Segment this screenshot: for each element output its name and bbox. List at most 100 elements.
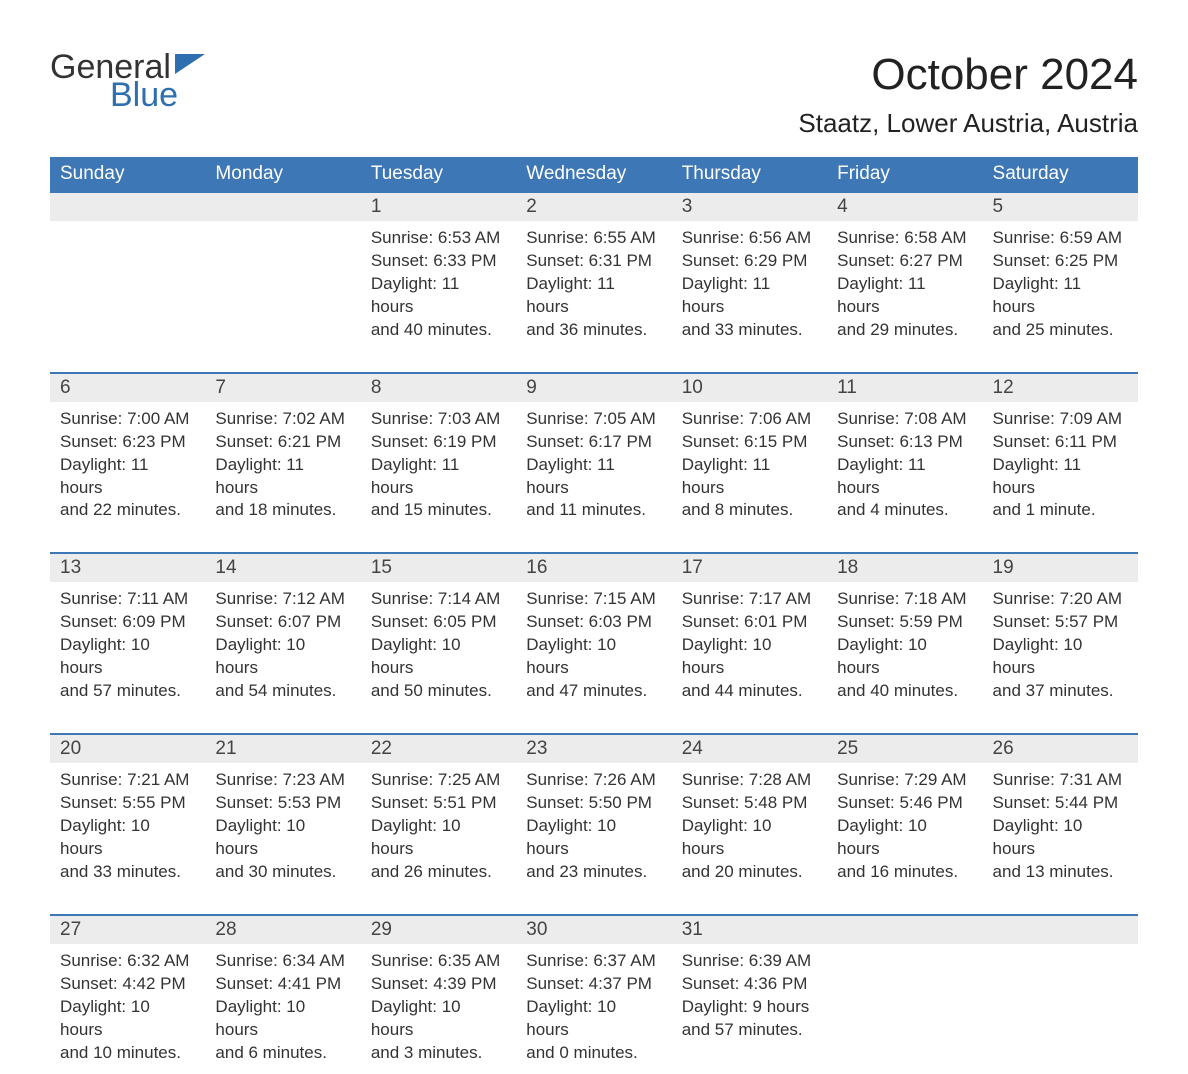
sunrise-text: Sunrise: 7:23 AM bbox=[215, 769, 350, 792]
daylight2-text: and 57 minutes. bbox=[60, 680, 195, 703]
daylight1-text: Daylight: 11 hours bbox=[215, 454, 350, 500]
sunset-text: Sunset: 6:25 PM bbox=[993, 250, 1128, 273]
content-row: Sunrise: 6:53 AMSunset: 6:33 PMDaylight:… bbox=[50, 221, 1138, 373]
date-strip-row: 6789101112 bbox=[50, 373, 1138, 402]
date-number: 12 bbox=[983, 373, 1138, 402]
daylight1-text: Daylight: 11 hours bbox=[526, 454, 661, 500]
sunset-text: Sunset: 6:11 PM bbox=[993, 431, 1128, 454]
day-cell: Sunrise: 7:00 AMSunset: 6:23 PMDaylight:… bbox=[50, 402, 205, 554]
day-cell: Sunrise: 7:26 AMSunset: 5:50 PMDaylight:… bbox=[516, 763, 671, 915]
sunrise-text: Sunrise: 7:05 AM bbox=[526, 408, 661, 431]
day-cell bbox=[827, 944, 982, 1074]
sunset-text: Sunset: 6:01 PM bbox=[682, 611, 817, 634]
daylight1-text: Daylight: 10 hours bbox=[526, 996, 661, 1042]
date-number: 4 bbox=[827, 192, 982, 221]
date-number: 10 bbox=[672, 373, 827, 402]
date-strip-row: 2728293031 bbox=[50, 915, 1138, 944]
sunset-text: Sunset: 6:13 PM bbox=[837, 431, 972, 454]
daylight2-text: and 16 minutes. bbox=[837, 861, 972, 884]
daylight1-text: Daylight: 11 hours bbox=[682, 273, 817, 319]
date-number bbox=[827, 915, 982, 944]
header: General Blue October 2024 Staatz, Lower … bbox=[50, 50, 1138, 139]
month-title: October 2024 bbox=[798, 50, 1138, 100]
sunset-text: Sunset: 6:03 PM bbox=[526, 611, 661, 634]
day-cell: Sunrise: 7:12 AMSunset: 6:07 PMDaylight:… bbox=[205, 582, 360, 734]
day-cell: Sunrise: 6:34 AMSunset: 4:41 PMDaylight:… bbox=[205, 944, 360, 1074]
day-cell bbox=[205, 221, 360, 373]
daylight1-text: Daylight: 11 hours bbox=[682, 454, 817, 500]
daylight2-text: and 33 minutes. bbox=[60, 861, 195, 884]
sunset-text: Sunset: 5:48 PM bbox=[682, 792, 817, 815]
date-strip-row: 12345 bbox=[50, 192, 1138, 221]
day-cell: Sunrise: 6:53 AMSunset: 6:33 PMDaylight:… bbox=[361, 221, 516, 373]
day-header-tuesday: Tuesday bbox=[361, 157, 516, 192]
date-strip-row: 13141516171819 bbox=[50, 553, 1138, 582]
daylight1-text: Daylight: 10 hours bbox=[215, 996, 350, 1042]
day-cell: Sunrise: 6:58 AMSunset: 6:27 PMDaylight:… bbox=[827, 221, 982, 373]
sunrise-text: Sunrise: 6:53 AM bbox=[371, 227, 506, 250]
daylight2-text: and 47 minutes. bbox=[526, 680, 661, 703]
daylight1-text: Daylight: 9 hours bbox=[682, 996, 817, 1019]
sunrise-text: Sunrise: 7:00 AM bbox=[60, 408, 195, 431]
sunset-text: Sunset: 4:36 PM bbox=[682, 973, 817, 996]
daylight1-text: Daylight: 10 hours bbox=[526, 634, 661, 680]
day-header-row: Sunday Monday Tuesday Wednesday Thursday… bbox=[50, 157, 1138, 192]
sunset-text: Sunset: 5:53 PM bbox=[215, 792, 350, 815]
day-header-thursday: Thursday bbox=[672, 157, 827, 192]
day-cell bbox=[50, 221, 205, 373]
day-header-friday: Friday bbox=[827, 157, 982, 192]
day-cell: Sunrise: 7:03 AMSunset: 6:19 PMDaylight:… bbox=[361, 402, 516, 554]
sunset-text: Sunset: 4:42 PM bbox=[60, 973, 195, 996]
day-cell: Sunrise: 7:28 AMSunset: 5:48 PMDaylight:… bbox=[672, 763, 827, 915]
date-strip-row: 20212223242526 bbox=[50, 734, 1138, 763]
daylight1-text: Daylight: 10 hours bbox=[60, 996, 195, 1042]
daylight2-text: and 18 minutes. bbox=[215, 499, 350, 522]
day-header-saturday: Saturday bbox=[983, 157, 1138, 192]
content-row: Sunrise: 7:21 AMSunset: 5:55 PMDaylight:… bbox=[50, 763, 1138, 915]
sunset-text: Sunset: 6:15 PM bbox=[682, 431, 817, 454]
daylight2-text: and 22 minutes. bbox=[60, 499, 195, 522]
calendar-body: 12345Sunrise: 6:53 AMSunset: 6:33 PMDayl… bbox=[50, 192, 1138, 1074]
day-cell: Sunrise: 6:55 AMSunset: 6:31 PMDaylight:… bbox=[516, 221, 671, 373]
daylight1-text: Daylight: 11 hours bbox=[993, 454, 1128, 500]
calendar-table: Sunday Monday Tuesday Wednesday Thursday… bbox=[50, 157, 1138, 1074]
date-number: 11 bbox=[827, 373, 982, 402]
daylight1-text: Daylight: 11 hours bbox=[837, 273, 972, 319]
sunrise-text: Sunrise: 7:21 AM bbox=[60, 769, 195, 792]
date-number: 18 bbox=[827, 553, 982, 582]
daylight2-text: and 6 minutes. bbox=[215, 1042, 350, 1065]
day-cell: Sunrise: 7:31 AMSunset: 5:44 PMDaylight:… bbox=[983, 763, 1138, 915]
daylight2-text: and 30 minutes. bbox=[215, 861, 350, 884]
daylight1-text: Daylight: 10 hours bbox=[215, 634, 350, 680]
logo-flag-icon bbox=[175, 54, 205, 78]
daylight1-text: Daylight: 10 hours bbox=[371, 634, 506, 680]
daylight1-text: Daylight: 11 hours bbox=[837, 454, 972, 500]
sunrise-text: Sunrise: 6:59 AM bbox=[993, 227, 1128, 250]
daylight2-text: and 4 minutes. bbox=[837, 499, 972, 522]
daylight1-text: Daylight: 11 hours bbox=[371, 454, 506, 500]
sunset-text: Sunset: 6:29 PM bbox=[682, 250, 817, 273]
daylight2-text: and 8 minutes. bbox=[682, 499, 817, 522]
daylight1-text: Daylight: 11 hours bbox=[60, 454, 195, 500]
daylight1-text: Daylight: 10 hours bbox=[993, 815, 1128, 861]
day-cell: Sunrise: 6:56 AMSunset: 6:29 PMDaylight:… bbox=[672, 221, 827, 373]
daylight2-text: and 54 minutes. bbox=[215, 680, 350, 703]
date-number: 31 bbox=[672, 915, 827, 944]
daylight2-text: and 29 minutes. bbox=[837, 319, 972, 342]
day-cell: Sunrise: 7:18 AMSunset: 5:59 PMDaylight:… bbox=[827, 582, 982, 734]
daylight1-text: Daylight: 11 hours bbox=[993, 273, 1128, 319]
sunrise-text: Sunrise: 7:12 AM bbox=[215, 588, 350, 611]
sunrise-text: Sunrise: 7:17 AM bbox=[682, 588, 817, 611]
date-number: 26 bbox=[983, 734, 1138, 763]
sunset-text: Sunset: 4:37 PM bbox=[526, 973, 661, 996]
sunrise-text: Sunrise: 6:55 AM bbox=[526, 227, 661, 250]
daylight1-text: Daylight: 10 hours bbox=[371, 815, 506, 861]
sunrise-text: Sunrise: 7:09 AM bbox=[993, 408, 1128, 431]
sunset-text: Sunset: 4:39 PM bbox=[371, 973, 506, 996]
sunset-text: Sunset: 6:21 PM bbox=[215, 431, 350, 454]
daylight1-text: Daylight: 10 hours bbox=[371, 996, 506, 1042]
location-subtitle: Staatz, Lower Austria, Austria bbox=[798, 108, 1138, 139]
sunrise-text: Sunrise: 7:08 AM bbox=[837, 408, 972, 431]
day-cell: Sunrise: 6:32 AMSunset: 4:42 PMDaylight:… bbox=[50, 944, 205, 1074]
sunrise-text: Sunrise: 6:32 AM bbox=[60, 950, 195, 973]
